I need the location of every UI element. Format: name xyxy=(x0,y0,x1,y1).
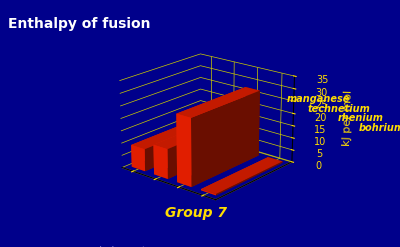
Text: Enthalpy of fusion: Enthalpy of fusion xyxy=(8,17,150,31)
